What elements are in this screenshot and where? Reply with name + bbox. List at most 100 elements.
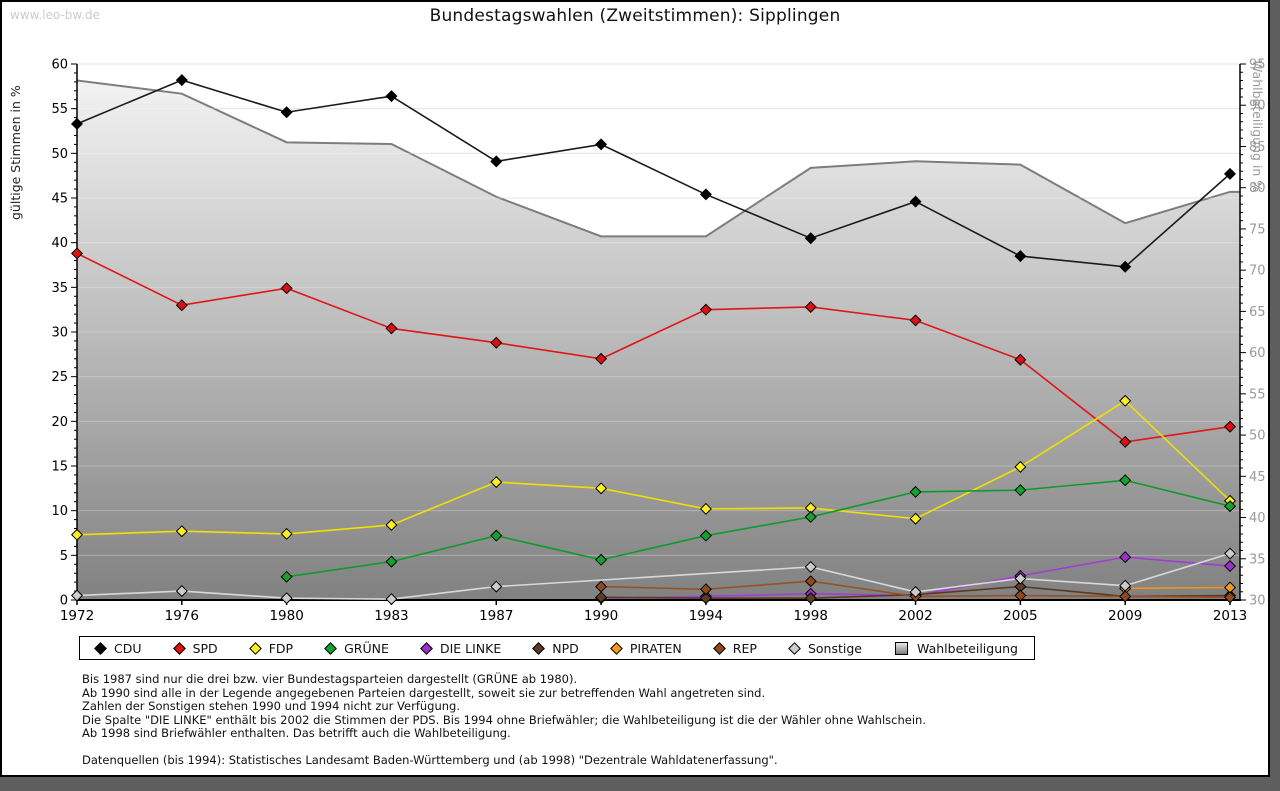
right-axis-tick-label: 40 xyxy=(1249,511,1266,526)
right-axis-title: Wahlbeteiligung in % xyxy=(1250,60,1265,193)
series-point-sonstige xyxy=(490,580,503,593)
legend-item-sonstige: Sonstige xyxy=(788,641,862,656)
series-line-spd xyxy=(76,252,1231,443)
legend-label: PIRATEN xyxy=(629,640,682,656)
piraten-marker-icon xyxy=(609,641,623,655)
series-point-spd xyxy=(1014,353,1027,366)
series-point-sonstige xyxy=(1014,572,1027,585)
series-line-fdp xyxy=(76,399,1231,536)
legend-label: SPD xyxy=(192,640,218,656)
series-point-fdp xyxy=(1119,394,1132,407)
turnout-area xyxy=(77,80,1240,600)
x-axis-tick-label: 2009 xyxy=(1108,608,1142,624)
legend-item-wahlbeteiligung: Wahlbeteiligung xyxy=(895,641,1018,656)
legend-item-piraten: PIRATEN xyxy=(609,640,682,656)
legend-label: GRÜNE xyxy=(344,640,389,656)
series-point-cdu xyxy=(175,74,188,87)
footnote-line: Datenquellen (bis 1994): Statistisches L… xyxy=(82,753,778,767)
legend-label: DIE LINKE xyxy=(439,640,502,656)
cdu-marker-icon xyxy=(94,641,107,655)
x-axis-tick-label: 1987 xyxy=(479,608,513,624)
series-point-fdp xyxy=(595,482,608,495)
series-point-sonstige xyxy=(909,585,922,598)
x-axis-tick-label: 2005 xyxy=(1003,608,1037,624)
chart-title: Bundestagswahlen (Zweitstimmen): Sipplin… xyxy=(429,6,841,26)
footnote-line: Die Spalte "DIE LINKE" enthält bis 2002 … xyxy=(82,712,926,727)
series-point-npd xyxy=(804,592,817,605)
legend-label: NPD xyxy=(552,640,579,656)
series-point-rep xyxy=(1223,591,1237,604)
left-axis-tick-label: 40 xyxy=(51,236,68,251)
series-point-fdp xyxy=(70,528,84,541)
footnote-line xyxy=(82,741,926,755)
series-point-sonstige xyxy=(175,585,188,598)
spd-marker-icon xyxy=(172,641,186,655)
series-point-cdu xyxy=(1014,250,1027,263)
series-point-gr-ne xyxy=(804,510,817,523)
left-axis-tick-label: 25 xyxy=(51,370,68,385)
series-point-gr-ne xyxy=(280,570,293,583)
legend-item-cdu: CDU xyxy=(94,640,142,656)
series-point-rep xyxy=(699,583,712,596)
x-axis-tick-label: 1994 xyxy=(689,608,723,624)
series-point-rep xyxy=(1119,590,1132,603)
series-point-gr-ne xyxy=(1223,500,1237,513)
right-axis-tick-label: 85 xyxy=(1249,140,1266,155)
series-point-cdu xyxy=(280,106,293,119)
x-axis-tick-label: 1972 xyxy=(60,608,94,624)
series-point-fdp xyxy=(280,527,293,540)
page: www.leo-bw.de Bundestagswahlen (Zweitsti… xyxy=(0,0,1270,777)
series-point-fdp xyxy=(699,502,712,515)
series-point-gr-ne xyxy=(909,485,922,498)
legend-item-spd: SPD xyxy=(172,640,218,656)
series-point-fdp xyxy=(490,476,503,489)
right-axis-tick-label: 95 xyxy=(1249,58,1266,73)
series-point-spd xyxy=(490,336,503,349)
legend-item-gr-ne: GRÜNE xyxy=(324,640,389,656)
series-point-spd xyxy=(175,299,188,312)
series-point-spd xyxy=(70,247,84,260)
x-axis-tick-label: 1983 xyxy=(374,608,408,624)
legend-label: FDP xyxy=(268,640,294,656)
left-axis-tick-label: 20 xyxy=(51,415,68,430)
npd-marker-icon xyxy=(532,641,546,655)
series-point-spd xyxy=(1119,435,1132,448)
series-point-fdp xyxy=(385,518,398,531)
left-axis-tick-label: 10 xyxy=(51,504,68,519)
left-axis-tick-label: 35 xyxy=(51,281,68,296)
series-point-fdp xyxy=(175,525,188,538)
footnotes: Bis 1987 sind nur die drei bzw. vier Bun… xyxy=(82,672,926,768)
left-axis-tick-label: 5 xyxy=(60,549,68,564)
series-point-die-linke xyxy=(1119,551,1132,564)
left-axis-tick-label: 50 xyxy=(51,147,68,162)
footnote-line: Ab 1990 sind alle in der Legende angegeb… xyxy=(82,685,766,700)
series-point-spd xyxy=(280,282,293,295)
site-watermark: www.leo-bw.de xyxy=(10,8,100,22)
series-point-rep xyxy=(804,575,817,588)
series-point-sonstige xyxy=(1223,547,1237,560)
right-axis-tick-label: 65 xyxy=(1249,305,1266,320)
election-line-chart: 0 5 10 15 20 25 30 35 40 45 50 55 60 30 35 40 45 50 55 60 65… xyxy=(51,58,1266,625)
series-point-sonstige xyxy=(385,593,398,606)
series-point-cdu xyxy=(804,232,817,245)
series-point-spd xyxy=(385,322,398,335)
rep-marker-icon xyxy=(712,641,726,655)
series-point-sonstige xyxy=(804,560,817,573)
right-axis-tick-label: 55 xyxy=(1249,387,1266,402)
series-point-fdp xyxy=(909,512,922,525)
left-axis-tick-label: 30 xyxy=(51,326,68,341)
legend-label: CDU xyxy=(114,640,142,656)
series-point-sonstige xyxy=(280,592,293,605)
series-point-rep xyxy=(595,580,608,593)
series-point-cdu xyxy=(1119,260,1132,273)
gr-ne-marker-icon xyxy=(324,641,337,655)
series-point-cdu xyxy=(1223,167,1237,180)
series-point-sonstige xyxy=(70,589,84,602)
series-line-cdu xyxy=(76,79,1231,268)
series-point-npd xyxy=(699,592,712,605)
right-axis-tick-label: 60 xyxy=(1249,346,1266,361)
die-linke-marker-icon xyxy=(420,641,433,655)
series-point-spd xyxy=(699,303,712,316)
footnote-line: Zahlen der Sonstigen stehen 1990 und 199… xyxy=(82,699,461,713)
series-point-gr-ne xyxy=(1014,484,1027,497)
